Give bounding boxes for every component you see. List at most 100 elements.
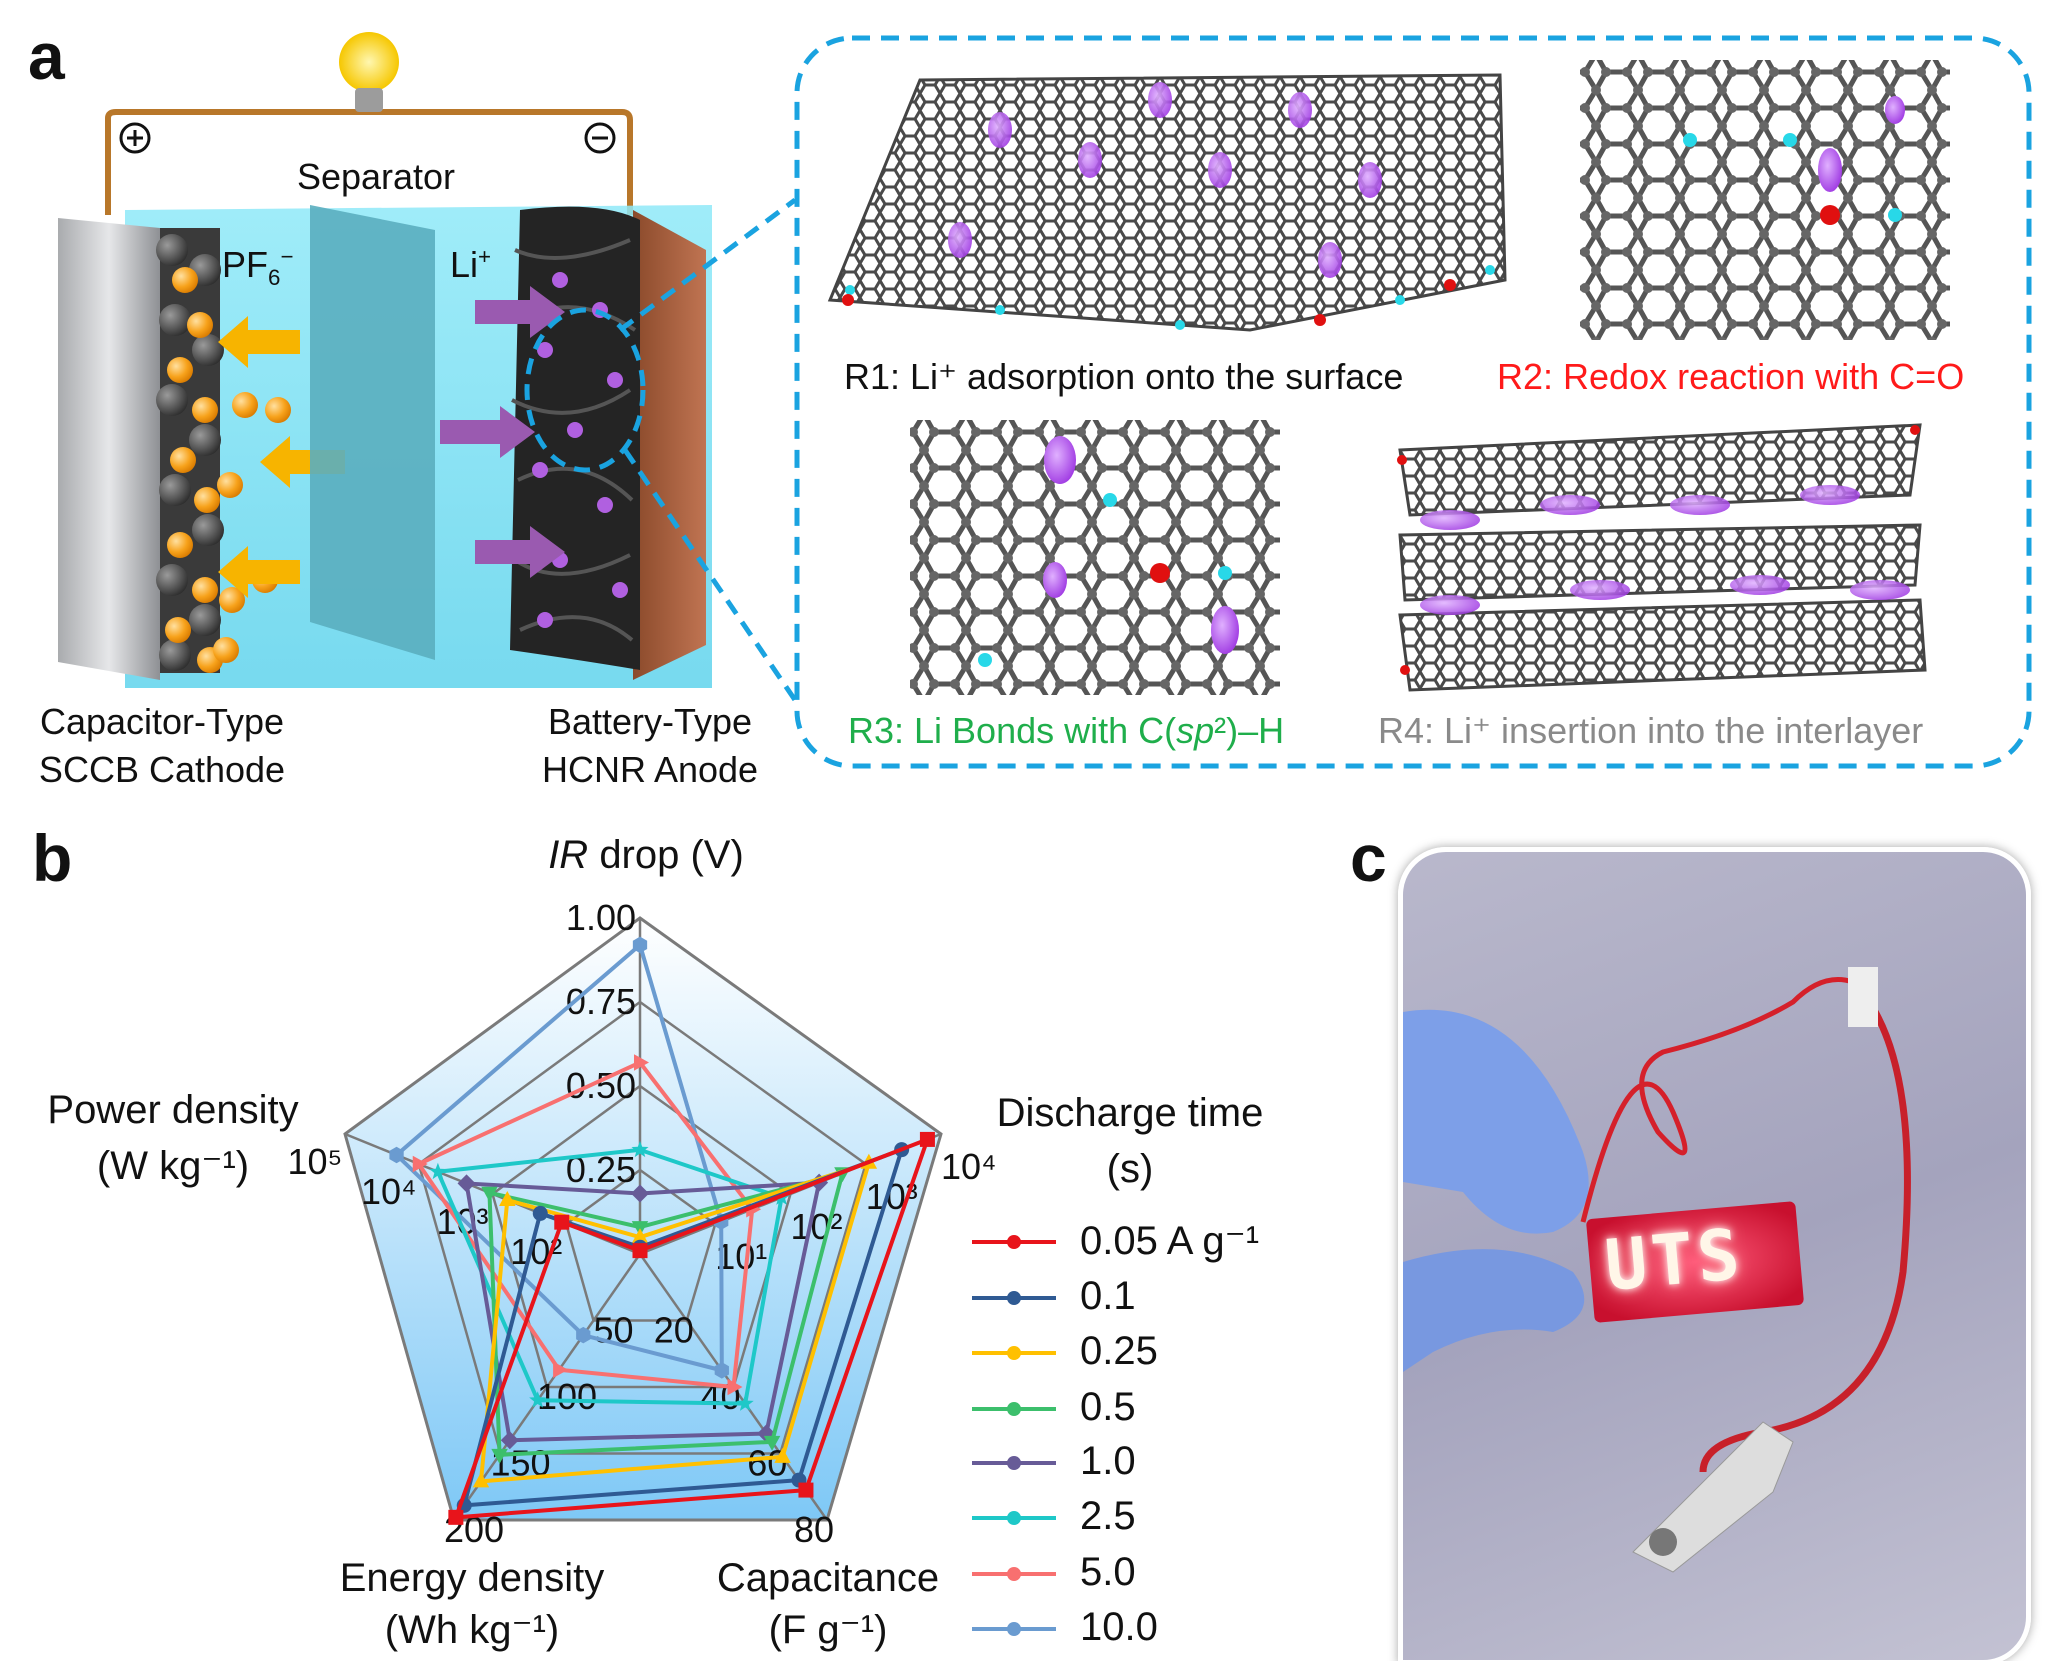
clip-rivet <box>1649 1528 1677 1556</box>
tick-label: 20 <box>654 1310 694 1351</box>
cathode-carbon-spheres <box>156 228 224 673</box>
positive-terminal-icon <box>119 122 151 154</box>
legend-label: 10.0 <box>1080 1605 1158 1649</box>
tick-label: 10¹ <box>715 1236 767 1277</box>
legend-swatch <box>972 1346 1056 1360</box>
mechanism-callout-box <box>794 35 2032 769</box>
panel-label-c: c <box>1350 821 1387 895</box>
r3-post: ²)–H <box>1214 710 1285 751</box>
pf6-anions <box>213 392 291 663</box>
data-point <box>576 1326 591 1344</box>
anion-sup: − <box>280 244 294 269</box>
panel-label-b: b <box>32 821 73 895</box>
legend-swatch <box>972 1235 1056 1249</box>
zoom-region <box>524 307 646 473</box>
axis-label-line: (F g⁻¹) <box>768 1608 888 1652</box>
reaction-r3-caption: R3: Li Bonds with C(sp²)–H <box>848 710 1284 752</box>
axis-label-ir-drop: IR drop (V) <box>548 830 744 880</box>
tick-label: 10⁵ <box>288 1141 343 1182</box>
legend-swatch <box>972 1567 1056 1581</box>
anion-arrows <box>218 316 345 598</box>
reaction-r2-caption: R2: Redox reaction with C=O <box>1497 356 1965 397</box>
reaction-r4-caption: R4: Li⁺ insertion into the interlayer <box>1378 710 1924 751</box>
data-point <box>553 1361 569 1378</box>
data-point <box>763 1435 781 1451</box>
data-point <box>631 1228 649 1244</box>
data-point <box>632 936 648 954</box>
red-wire <box>1580 977 1854 1223</box>
red-wire <box>1699 979 1911 1473</box>
legend-label: 0.05 A g⁻¹ <box>1080 1219 1260 1263</box>
tick-label: 10² <box>791 1206 843 1247</box>
legend-marker <box>1007 1511 1021 1525</box>
radar-spoke <box>452 1253 642 1521</box>
legend-swatch <box>972 1291 1056 1305</box>
anion-label: PF6− <box>222 244 293 291</box>
r3-italic: sp <box>1176 710 1215 751</box>
legend-label: 0.5 <box>1080 1385 1136 1429</box>
series-line-0.05 <box>453 1137 930 1520</box>
data-point <box>919 1131 935 1147</box>
axis-label-ir-rest: drop (V) <box>599 833 744 877</box>
glove-finger-bottom <box>1403 1249 1585 1372</box>
series-line-5.0 <box>416 1060 755 1389</box>
legend-label: 0.1 <box>1080 1274 1136 1318</box>
photo-scene <box>1403 967 1911 1573</box>
anode-label-line1: Battery-Type <box>547 701 753 742</box>
led-board <box>1586 1201 1804 1323</box>
r3-pre: R3: Li Bonds with C( <box>848 710 1177 751</box>
data-point <box>554 1214 570 1230</box>
cation-label: Li+ <box>450 244 491 286</box>
anode-label-line2: HCNR Anode <box>541 749 759 790</box>
axis-label-capacitance: Capacitance (F g⁻¹) <box>717 1552 939 1656</box>
anode-label: Battery-Type HCNR Anode <box>542 698 758 794</box>
r2-carbonyl-structure <box>1580 60 1950 340</box>
tick-label: 10⁴ <box>941 1146 997 1187</box>
data-point <box>634 1054 649 1071</box>
legend-marker <box>1007 1622 1021 1636</box>
connector-clip <box>1848 967 1878 1027</box>
axis-label-ir-italic: IR <box>548 833 589 877</box>
panel-label-a: a <box>28 19 65 93</box>
legend-marker <box>1007 1346 1021 1360</box>
separator-label: Separator <box>296 156 456 197</box>
data-point <box>529 1391 547 1408</box>
tick-label: 10⁴ <box>361 1171 417 1212</box>
callout-line <box>618 197 797 333</box>
axis-label-line: (Wh kg⁻¹) <box>384 1608 560 1652</box>
cathode-current-collector <box>58 218 160 680</box>
legend-swatch <box>972 1402 1056 1416</box>
axis-label-discharge-time: Discharge time (s) <box>997 1085 1264 1197</box>
r4-interlayer-structure <box>1397 423 1927 692</box>
r1-graphene-sheet <box>827 73 1507 332</box>
data-point <box>499 1191 516 1207</box>
data-point <box>429 1162 447 1180</box>
cation-sup: + <box>478 244 492 269</box>
legend-swatch <box>972 1622 1056 1636</box>
tick-label: 60 <box>747 1443 787 1484</box>
device-photo: UTS <box>1398 847 2031 1661</box>
tick-label: 10² <box>510 1231 562 1272</box>
legend-label: 0.25 <box>1080 1329 1158 1373</box>
data-point <box>736 1394 754 1411</box>
series-line-2.5 <box>435 1147 784 1406</box>
legend-label: 5.0 <box>1080 1550 1136 1594</box>
axis-label-power-density: Power density (W kg⁻¹) <box>47 1082 298 1194</box>
data-point <box>631 1140 649 1158</box>
legend-marker <box>1007 1456 1021 1470</box>
legend-swatch <box>972 1511 1056 1525</box>
series-line-10.0 <box>394 942 724 1373</box>
data-point <box>798 1482 814 1498</box>
axis-label-energy-density: Energy density (Wh kg⁻¹) <box>340 1552 605 1656</box>
data-point <box>389 1146 404 1164</box>
glove-finger-top <box>1403 1009 1589 1234</box>
axis-label-line: Capacitance <box>716 1556 940 1600</box>
axis-label-line: Discharge time <box>996 1091 1264 1135</box>
tick-label: 100 <box>537 1376 597 1417</box>
cathode-label-line2: SCCB Cathode <box>38 749 286 790</box>
data-point <box>448 1509 464 1525</box>
data-point <box>774 1447 791 1463</box>
cathode-label: Capacitor-Type SCCB Cathode <box>39 698 285 794</box>
axis-label-line: (s) <box>1106 1147 1154 1191</box>
